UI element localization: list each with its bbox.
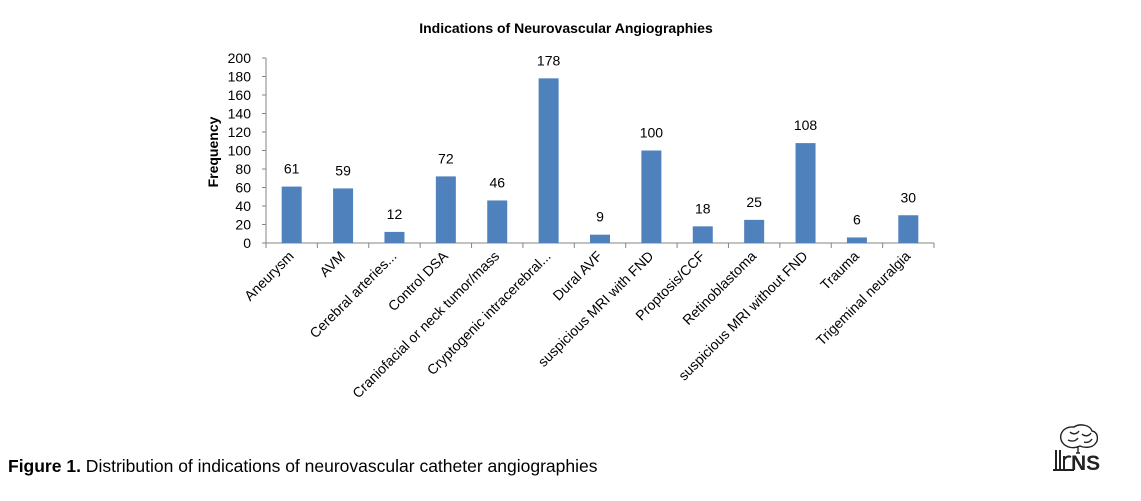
bar xyxy=(384,231,405,243)
bar xyxy=(744,219,765,243)
data-label: 178 xyxy=(537,52,561,68)
figure-caption-text: Distribution of indications of neurovasc… xyxy=(80,456,598,476)
bar xyxy=(281,186,302,243)
y-tick-label: 140 xyxy=(228,106,252,122)
y-tick-label: 200 xyxy=(228,50,252,66)
y-tick-label: 180 xyxy=(228,69,252,85)
bar xyxy=(590,234,610,243)
chart-title: Indications of Neurovascular Angiographi… xyxy=(419,20,713,36)
bars xyxy=(281,78,919,243)
bar xyxy=(538,78,559,243)
bar xyxy=(435,176,456,243)
data-label: 100 xyxy=(640,125,664,141)
data-label: 25 xyxy=(746,194,762,210)
x-axis xyxy=(265,242,935,248)
data-label: 72 xyxy=(438,150,454,166)
y-axis-label: Frequency xyxy=(205,116,221,187)
bar xyxy=(641,150,662,243)
y-tick-label: 60 xyxy=(235,180,251,196)
x-tick-label: AVM xyxy=(316,248,348,280)
data-label: 9 xyxy=(596,209,604,225)
y-tick-label: 0 xyxy=(243,235,251,251)
figure-caption: Figure 1. Distribution of indications of… xyxy=(8,456,598,477)
data-label: 12 xyxy=(387,206,403,222)
y-tick-label: 160 xyxy=(228,87,252,103)
data-label: 59 xyxy=(335,162,351,178)
y-tick-label: 100 xyxy=(228,143,252,159)
x-tick-label: Cerebral arteries... xyxy=(306,248,399,341)
bar xyxy=(692,226,713,243)
x-tick-label: Aneurysm xyxy=(241,248,297,304)
y-tick-label: 40 xyxy=(235,198,251,214)
bar xyxy=(795,143,816,243)
data-label: 46 xyxy=(489,174,505,190)
bar xyxy=(898,215,919,243)
x-tick-label: Trigeminal neuralgia xyxy=(813,248,914,349)
figure-caption-label: Figure 1. xyxy=(8,456,81,476)
data-label: 108 xyxy=(794,117,818,133)
bar xyxy=(333,188,354,243)
data-label: 61 xyxy=(284,161,300,177)
y-tick-label: 120 xyxy=(228,124,252,140)
ir-letters-icon xyxy=(1053,450,1074,471)
y-tick-label: 20 xyxy=(235,217,251,233)
bar xyxy=(846,237,867,243)
x-tick-label: Trauma xyxy=(817,248,862,293)
data-label: 18 xyxy=(695,200,711,216)
brain-icon xyxy=(1060,424,1099,454)
bar xyxy=(487,200,508,243)
data-label: 30 xyxy=(901,189,917,205)
y-axis: 0 20 40 60 80 100 120 140 160 180 200 xyxy=(228,50,267,251)
logo-text: NS xyxy=(1071,452,1100,475)
journal-logo: NS xyxy=(1053,424,1100,475)
data-labels: 61 59 12 72 46 178 9 100 18 25 108 6 30 xyxy=(284,52,916,227)
data-label: 6 xyxy=(853,211,861,227)
y-tick-label: 80 xyxy=(235,161,251,177)
